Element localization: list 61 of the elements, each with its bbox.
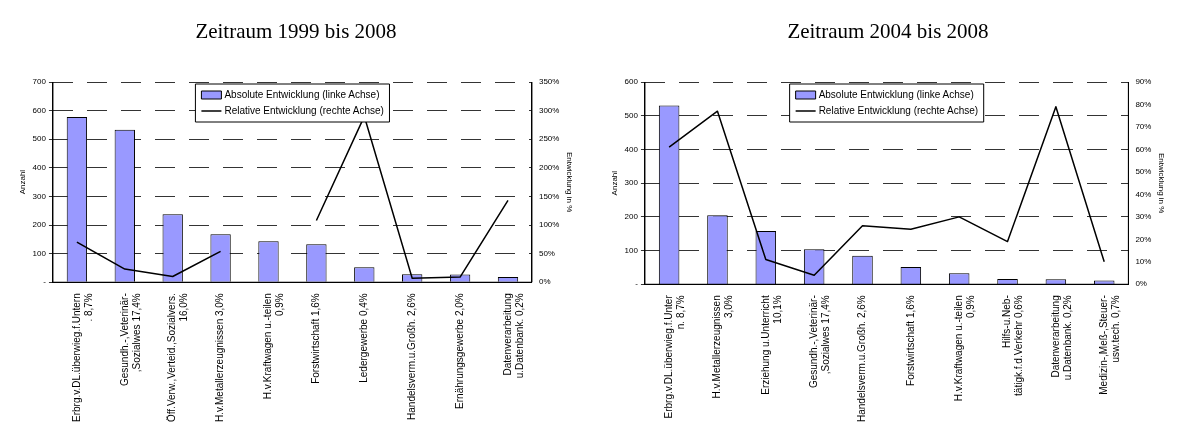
y2-tick-label: 0% <box>1135 279 1147 289</box>
x-tick-label: Erbrg.v.DL.überwieg.f.Unter n. 8,7% <box>662 294 686 419</box>
y2-tick-label: 300% <box>538 105 560 115</box>
y-axis-title: Anzahl <box>610 170 619 196</box>
x-tick-label: Gesundh.-,Veterinär- ,Sozialwes 17,4% <box>807 295 831 389</box>
x-tick-label: H.v.Kraftwagen u.-teilen 0,9% <box>952 295 976 402</box>
y-tick-label: 300 <box>32 191 47 201</box>
x-tick-label: Gesundh.-,Veterinär- ,Sozialwes 17,4% <box>118 293 142 387</box>
x-tick-label: Öff.Verw.,Verteid.,Sozialvers. 16,0% <box>166 293 190 422</box>
y2-tick-label: 0% <box>538 277 551 287</box>
x-tick-label: Ledergewerbe 0,4% <box>358 293 370 383</box>
x-tick-label: Forstwirtschaft 1,6% <box>904 295 916 386</box>
y2-tick-label: 90% <box>1135 77 1152 87</box>
x-tick-label: Erziehung u.Unterricht 10,1% <box>759 295 783 395</box>
legend-label: Relative Entwicklung (rechte Achse) <box>818 104 979 116</box>
y-tick-label: 100 <box>624 245 639 255</box>
y-tick-label: 400 <box>624 144 639 154</box>
legend-label: Absolute Entwicklung (linke Achse) <box>818 88 974 100</box>
y2-axis-title: Entwicklung in % <box>1157 152 1166 214</box>
y-tick-label: - <box>635 279 639 289</box>
x-tick-label: Handelsverm.u.Großh. 2,6% <box>405 293 417 420</box>
chart-title: Zeitraum 1999 bis 2008 <box>194 18 398 45</box>
y2-tick-label: 30% <box>1135 212 1152 222</box>
x-tick-label: Forstwirtschaft 1,6% <box>310 293 322 384</box>
y2-tick-label: 10% <box>1135 257 1152 267</box>
x-tick-label: Handelsverm.u.Großh. 2,6% <box>856 295 868 422</box>
chart-title: Zeitraum 2004 bis 2008 <box>786 18 990 45</box>
legend-label: Absolute Entwicklung (linke Achse) <box>224 88 380 100</box>
x-tick-label: Erbrg.v.DL.überwieg.f.Untern . 8,7% <box>70 293 94 422</box>
y2-tick-label: 150% <box>538 191 560 201</box>
y2-tick-label: 70% <box>1135 122 1152 132</box>
y-axis-title: Anzahl <box>18 169 27 195</box>
y-tick-label: - <box>43 277 47 287</box>
y2-tick-label: 50% <box>538 248 555 258</box>
x-tick-label: Ernährungsgewerbe 2,0% <box>453 293 465 409</box>
x-tick-label: Datenverarbeitung u.Datenbank. 0,2% <box>501 293 525 379</box>
x-tick-label: Hilfs-u.Neb- tätigk.f.d.Verkehr 0,6% <box>1001 295 1025 396</box>
x-tick-label: H.v.Metallerzeugnissen 3,0% <box>711 295 735 399</box>
y-tick-label: 600 <box>32 105 47 115</box>
y-tick-label: 400 <box>32 163 47 173</box>
y-tick-label: 600 <box>624 77 639 87</box>
y-tick-label: 200 <box>624 212 639 222</box>
y2-tick-label: 60% <box>1135 144 1152 154</box>
y2-tick-label: 350% <box>538 77 560 87</box>
y-tick-label: 100 <box>32 248 47 258</box>
y2-tick-label: 100% <box>538 220 560 230</box>
y2-tick-label: 20% <box>1135 234 1152 244</box>
y2-tick-label: 250% <box>538 134 560 144</box>
y-tick-label: 300 <box>624 178 639 188</box>
y-tick-label: 200 <box>32 220 47 230</box>
x-tick-label: H.v.Metallerzeugnissen 3,0% <box>214 293 226 422</box>
y-tick-label: 500 <box>624 110 639 120</box>
legend-label: Relative Entwicklung (rechte Achse) <box>224 104 384 116</box>
y2-tick-label: 50% <box>1135 167 1152 177</box>
y-tick-label: 500 <box>32 134 47 144</box>
x-tick-label: H.v.Kraftwagen u.-teilen 0,9% <box>262 293 286 400</box>
y-tick-label: 700 <box>32 77 47 87</box>
y2-tick-label: 200% <box>538 163 560 173</box>
y2-tick-label: 80% <box>1135 99 1152 109</box>
y2-tick-label: 40% <box>1135 189 1152 199</box>
y2-axis-title: Entwicklung in % <box>565 151 574 213</box>
